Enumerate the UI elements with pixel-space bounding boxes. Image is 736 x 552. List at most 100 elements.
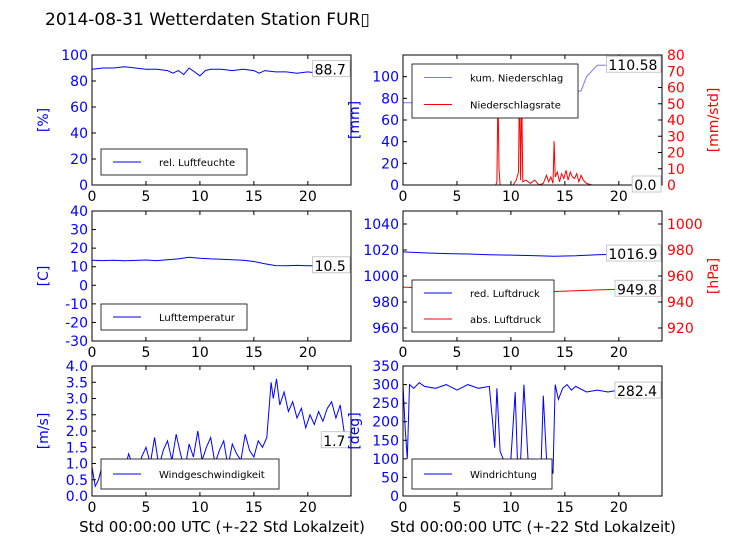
y-tick-label: 60 <box>381 113 399 129</box>
y-tick-label: 2.5 <box>66 408 88 424</box>
y-right-tick-label: 920 <box>667 321 694 337</box>
legend-box <box>411 63 579 119</box>
x-tick-label: 0 <box>399 189 408 205</box>
series-line-1 <box>403 382 662 474</box>
x-tick-label: 10 <box>191 189 209 205</box>
y-right-tick-label: 80 <box>667 48 685 64</box>
y-tick-label: 3.5 <box>66 375 88 391</box>
y-tick-label: 0.0 <box>66 489 88 505</box>
chart-panel-6: 0 5 10 15 20050100150200250300350[deg]282.4W… <box>347 359 663 516</box>
y-right-tick-label: 20 <box>667 146 685 162</box>
last-value-label: 1016.9 <box>608 247 657 263</box>
axes-frame <box>91 210 352 342</box>
x-tick-label: 10 <box>502 345 520 361</box>
y-tick-label: 1.0 <box>66 457 88 473</box>
chart-panel-4: 0 5 10 15 20 960 980 1000 1020 1040 920 940 960 980 10… <box>363 210 722 361</box>
y-tick-label: 30 <box>70 223 88 239</box>
x-tick-label: 15 <box>556 500 574 516</box>
last-value-label-right-box <box>614 279 662 297</box>
y-axis-label: [m/s] <box>36 413 52 450</box>
y-tick-label: 1000 <box>363 269 399 285</box>
last-value-label-box <box>312 60 351 78</box>
legend-label: rel. Luftfeuchte <box>159 158 235 169</box>
x-tick-label: 0 <box>399 345 408 361</box>
x-tick-label: 0 <box>88 345 97 361</box>
y-tick-label: 10 <box>70 260 88 276</box>
x-tick-label: 5 <box>141 345 150 361</box>
x-tick-label: 5 <box>452 500 461 516</box>
series-line-2 <box>403 79 662 185</box>
y-tick-label: 80 <box>70 74 88 90</box>
y-right-tick-label: 1000 <box>667 217 703 233</box>
legend-label: Windrichtung <box>470 470 537 481</box>
y-right-tick-label: 30 <box>667 129 685 145</box>
y-right-tick-label: 50 <box>667 97 685 113</box>
y-tick-label: 60 <box>70 100 88 116</box>
y-tick-label: 300 <box>372 378 399 394</box>
y-tick-label: 980 <box>372 295 399 311</box>
last-value-label-box <box>606 244 662 262</box>
last-value-label-box <box>320 431 351 449</box>
y-tick-label: 1.5 <box>66 440 88 456</box>
y-axis-label: [deg] <box>347 412 363 449</box>
y-tick-label: 2.0 <box>66 424 88 440</box>
last-value-label: 282.4 <box>617 384 657 400</box>
y-tick-label: 4.0 <box>66 359 88 375</box>
legend-label: abs. Luftdruck <box>470 315 541 326</box>
x-tick-label: 20 <box>610 500 628 516</box>
legend-label: red. Luftdruck <box>470 289 540 300</box>
last-value-label-box <box>312 256 351 274</box>
y-axis-label-right: [hPa] <box>706 258 722 294</box>
last-value-label: 10.5 <box>315 259 346 275</box>
x-tick-label: 10 <box>191 500 209 516</box>
last-value-label-right: 949.8 <box>617 282 657 298</box>
x-axis-label-right: Std 00:00:00 UTC (+-22 Std Lokalzeit) <box>390 518 676 536</box>
y-tick-label: -10 <box>65 297 88 313</box>
y-tick-label: -20 <box>65 315 88 331</box>
axes-frame <box>91 54 352 186</box>
y-tick-label: 350 <box>372 359 399 375</box>
last-value-label: 110.58 <box>608 58 657 74</box>
y-axis-label: [mm] <box>347 101 363 139</box>
y-right-tick-label: 940 <box>667 295 694 311</box>
last-value-label-right-box <box>631 175 662 193</box>
y-right-tick-label: 40 <box>667 113 685 129</box>
x-tick-label: 15 <box>556 189 574 205</box>
last-value-label: 88.7 <box>315 63 346 79</box>
y-right-tick-label: 960 <box>667 269 694 285</box>
y-tick-label: 0 <box>79 178 88 194</box>
y-tick-label: 100 <box>372 452 399 468</box>
x-tick-label: 20 <box>299 189 317 205</box>
x-tick-label: 10 <box>502 189 520 205</box>
y-tick-label: 3.0 <box>66 392 88 408</box>
y-tick-label: 20 <box>70 241 88 257</box>
x-tick-label: 0 <box>88 189 97 205</box>
legend-label: Niederschlagsrate <box>470 101 561 112</box>
last-value-label-box <box>606 55 662 73</box>
y-tick-label: 40 <box>70 126 88 142</box>
legend-label: Lufttemperatur <box>159 313 236 324</box>
last-value-label-box <box>614 381 662 399</box>
chart-panel-5: 0 5 10 15 20 0.00.51.01.52.02.53.03.54.0 [m/s]… <box>36 359 352 516</box>
y-tick-label: 50 <box>381 470 399 486</box>
axes-frame <box>402 365 663 497</box>
series-line-1 <box>92 256 351 267</box>
x-tick-label: 15 <box>245 500 263 516</box>
y-tick-label: 0 <box>79 278 88 294</box>
x-tick-label: 10 <box>502 500 520 516</box>
y-tick-label: 1040 <box>363 217 399 233</box>
x-tick-label: 5 <box>452 189 461 205</box>
y-axis-label-right: [mm/std] <box>706 88 722 153</box>
y-right-tick-label: 60 <box>667 81 685 97</box>
y-tick-label: 0.5 <box>66 473 88 489</box>
chart-panel-2: 0 5 10 15 2002040608010001020304050607080[mm… <box>347 48 722 205</box>
figure-title: 2014-08-31 Wetterdaten Station FUR▯ <box>45 10 370 30</box>
x-tick-label: 20 <box>299 345 317 361</box>
y-axis-label: [%] <box>36 108 52 132</box>
y-tick-label: 0 <box>390 178 399 194</box>
x-tick-label: 15 <box>245 345 263 361</box>
y-right-tick-label: 10 <box>667 162 685 178</box>
y-tick-label: 80 <box>381 91 399 107</box>
